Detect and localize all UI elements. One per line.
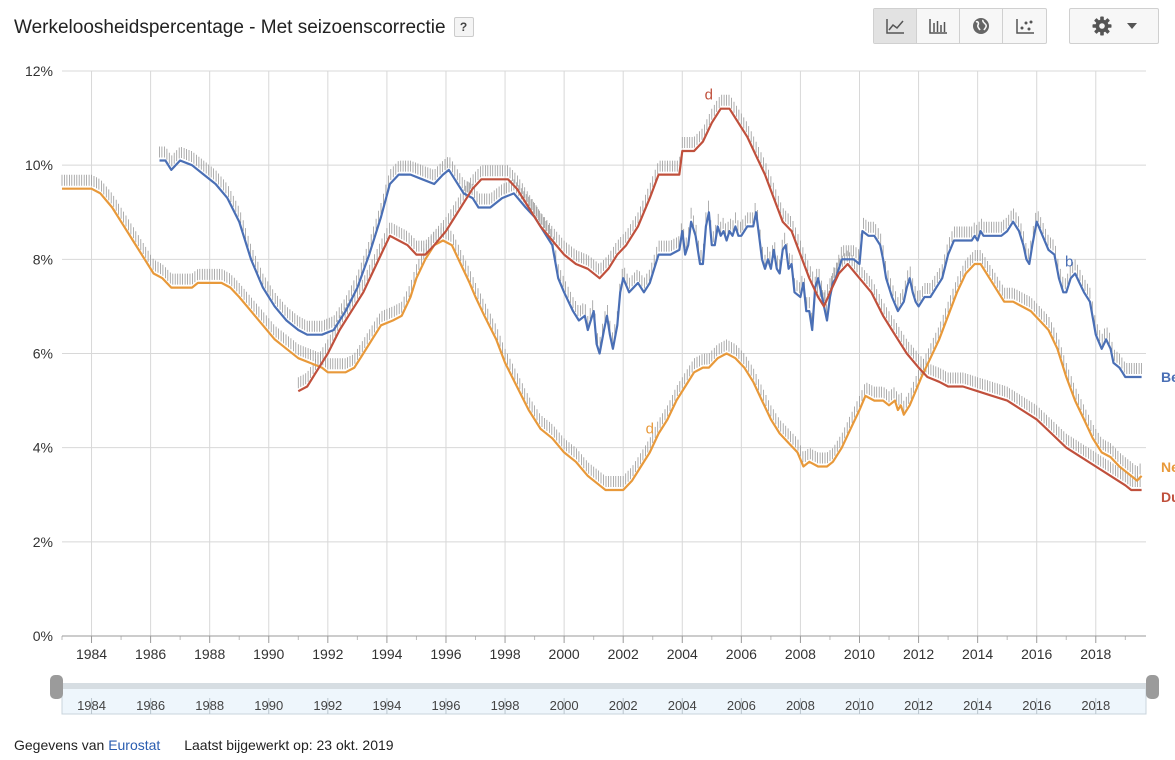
x-tick-label: 2016 [1021, 646, 1052, 662]
gear-icon [1092, 16, 1112, 36]
chart-type-toolbar [873, 8, 1047, 44]
globe-icon [973, 18, 989, 34]
timeline-tick-label: 1994 [372, 698, 401, 713]
series-line-be[interactable] [159, 159, 1142, 379]
y-tick-label: 4% [33, 440, 53, 456]
caret-down-icon [1127, 23, 1137, 29]
scatter-chart-icon [1015, 19, 1034, 34]
y-tick-label: 8% [33, 251, 53, 267]
x-tick-label: 1998 [489, 646, 520, 662]
timeline-tick-label: 2000 [550, 698, 579, 713]
x-tick-label: 2002 [608, 646, 639, 662]
series-shadow-du [297, 94, 1141, 487]
settings-button[interactable] [1069, 8, 1159, 44]
scatter-chart-button[interactable] [1003, 9, 1046, 43]
timeline-tick-label: 2006 [727, 698, 756, 713]
timeline-tick-label: 1998 [491, 698, 520, 713]
timeline-tick-label: 1996 [432, 698, 461, 713]
timeline-tick-label: 2014 [963, 698, 992, 713]
y-tick-label: 12% [25, 63, 53, 79]
line-chart-button[interactable] [874, 9, 917, 43]
series-end-label[interactable]: Ne [1161, 459, 1175, 475]
chart-title: Werkeloosheidspercentage - Met seizoensc… [14, 17, 446, 38]
timeline-selected-range[interactable] [62, 683, 1146, 689]
x-tick-label: 1990 [253, 646, 284, 662]
page-title: Werkeloosheidspercentage - Met seizoensc… [14, 17, 474, 39]
x-tick-label: 1986 [135, 646, 166, 662]
x-tick-label: 2000 [549, 646, 580, 662]
x-tick-label: 1996 [430, 646, 461, 662]
last-updated: Laatst bijgewerkt op: 23 okt. 2019 [184, 737, 394, 753]
series-end-label[interactable]: Du [1161, 489, 1175, 505]
timeline-tick-label: 2012 [904, 698, 933, 713]
help-button[interactable]: ? [453, 17, 474, 37]
x-tick-label: 2012 [903, 646, 934, 662]
line-chart: 0% 2% 4% 6% 8% 10% 12% 1984 1986 1988 1990 1992 1994… [25, 63, 1175, 715]
footer: Gegevens van Eurostat Laatst bijgewerkt … [14, 737, 394, 753]
series-line-du[interactable] [297, 107, 1142, 492]
timeline-tick-label: 1986 [136, 698, 165, 713]
x-tick-label: 1992 [312, 646, 343, 662]
series-line-ne[interactable] [62, 187, 1143, 492]
x-tick-label: 2010 [844, 646, 875, 662]
timeline-tick-label: 2002 [609, 698, 638, 713]
timeline-tick-label: 1990 [254, 698, 283, 713]
timeline-tick-label: 2010 [845, 698, 874, 713]
x-tick-label: 2006 [726, 646, 757, 662]
series-annotation: d [705, 86, 713, 103]
x-tick-label: 1994 [371, 646, 402, 662]
bar-chart-button[interactable] [917, 9, 960, 43]
timeline-tick-label: 2008 [786, 698, 815, 713]
timeline-tick-label: 1992 [313, 698, 342, 713]
y-tick-label: 10% [25, 157, 53, 173]
source-prefix: Gegevens van [14, 737, 105, 753]
timeline-tick-label: 1988 [195, 698, 224, 713]
line-chart-icon [886, 19, 904, 34]
timeline-right-handle[interactable] [1146, 675, 1159, 699]
timeline-tick-label: 2004 [668, 698, 697, 713]
timeline-tick-label: 1984 [77, 698, 106, 713]
map-chart-button[interactable] [960, 9, 1003, 43]
x-tick-label: 1984 [76, 646, 107, 662]
timeline-left-handle[interactable] [50, 675, 63, 699]
x-tick-label: 2014 [962, 646, 993, 662]
timeline-tick-label: 2018 [1081, 698, 1110, 713]
source-link[interactable]: Eurostat [108, 737, 161, 753]
series-annotation: d [646, 421, 654, 438]
x-tick-label: 2008 [785, 646, 816, 662]
series-shadow-ne [61, 174, 1141, 487]
y-tick-label: 2% [33, 534, 53, 550]
y-tick-label: 6% [33, 346, 53, 362]
x-tick-label: 2018 [1080, 646, 1111, 662]
timeline-tick-label: 2016 [1022, 698, 1051, 713]
x-tick-label: 1988 [194, 646, 225, 662]
series-end-label[interactable]: Be [1161, 369, 1175, 385]
y-tick-label: 0% [33, 628, 53, 644]
bar-chart-icon [929, 19, 947, 34]
x-tick-label: 2004 [667, 646, 698, 662]
series-annotation: b [1065, 253, 1073, 270]
